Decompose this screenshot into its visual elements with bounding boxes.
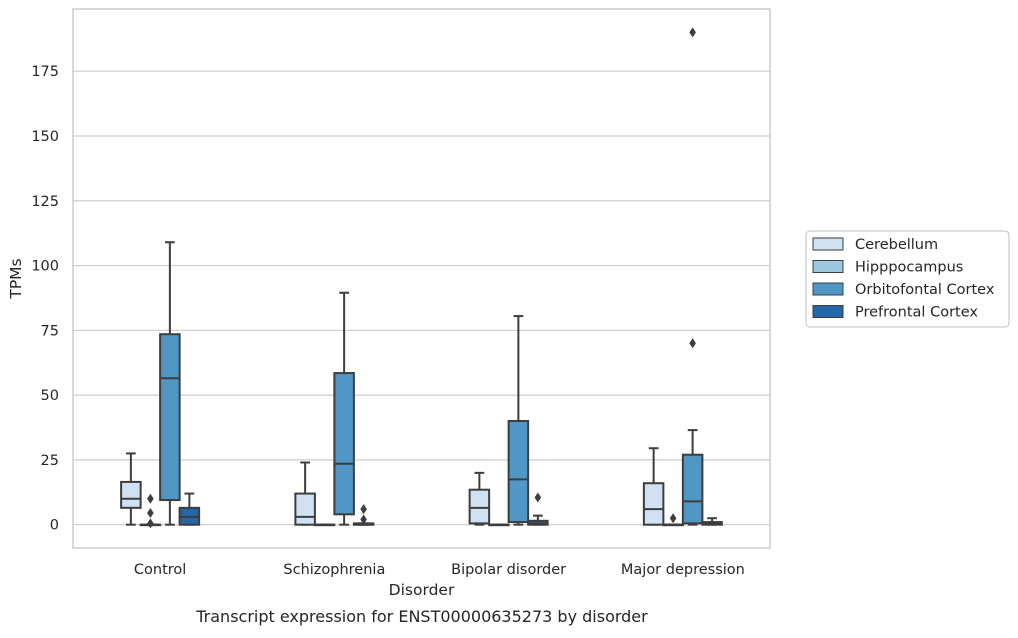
box-iqr (120, 480, 142, 509)
box-orbitofontal-cortex (333, 291, 355, 526)
legend-swatch (812, 305, 844, 318)
x-tick-label: Major depression (621, 562, 745, 578)
legend-label: Hipppocampus (855, 260, 963, 276)
box-cerebellum (120, 452, 142, 526)
legend-swatch (812, 237, 844, 251)
box-iqr (159, 333, 181, 502)
box-orbitofontal-cortex (681, 27, 704, 526)
box-hipppocampus (313, 523, 336, 527)
box-cerebellum (468, 471, 491, 526)
outlier-point (147, 518, 154, 529)
y-tick-label: 100 (31, 259, 59, 275)
box-iqr (507, 420, 530, 524)
outlier-point (147, 493, 154, 504)
box-orbitofontal-cortex (507, 315, 530, 526)
legend: Cerebellum Hipppocampus Orbitofontal Corte… (805, 230, 1010, 328)
x-tick-label: Control (134, 562, 186, 578)
plot-boxes (120, 27, 723, 529)
y-tick-label: 25 (41, 453, 59, 469)
y-tick-label: 50 (41, 388, 59, 404)
box-prefrontal-cortex (527, 492, 549, 526)
outlier-point (147, 508, 154, 519)
box-hipppocampus (488, 523, 510, 527)
outlier-point (534, 492, 542, 503)
legend-label: Prefrontal Cortex (855, 305, 978, 321)
box-prefrontal-cortex (178, 492, 201, 526)
box-cerebellum (642, 447, 665, 526)
outlier-point (360, 514, 367, 525)
box-hipppocampus (139, 493, 162, 529)
y-tick-labels: 0 25 50 75 100 125 150 175 (31, 64, 59, 533)
box-iqr (333, 372, 355, 516)
grid-lines (73, 70, 770, 526)
box-hipppocampus (662, 513, 684, 527)
legend-swatch (812, 282, 844, 296)
box-orbitofontal-cortex (159, 241, 181, 526)
box-prefrontal-cortex (352, 504, 375, 526)
box-iqr (642, 482, 665, 526)
y-axis-label: TPMs (7, 258, 25, 299)
y-tick-label: 0 (50, 518, 59, 534)
y-tick-label: 175 (31, 64, 59, 80)
y-tick-label: 125 (31, 194, 59, 210)
outlier-point (669, 513, 677, 524)
plot-frame (72, 8, 771, 549)
box-cerebellum (294, 461, 316, 526)
legend-label: Orbitofontal Cortex (855, 282, 995, 298)
x-tick-labels: Control Schizophrenia Bipolar disorder Majo… (134, 562, 745, 578)
chart-caption: Transcript expression for ENST0000063527… (195, 607, 648, 626)
legend-swatch (812, 260, 844, 273)
outlier-point (689, 27, 696, 38)
outlier-point (360, 504, 367, 515)
box-iqr (468, 488, 491, 525)
y-tick-label: 150 (31, 129, 59, 145)
y-tick-label: 75 (41, 323, 59, 339)
legend-frame (805, 230, 1010, 328)
box-iqr (294, 492, 316, 526)
box-iqr (681, 453, 704, 525)
outlier-point (689, 338, 696, 349)
x-axis-label: Disorder (389, 581, 455, 599)
x-tick-label: Schizophrenia (283, 562, 385, 578)
x-tick-label: Bipolar disorder (451, 562, 566, 578)
box-prefrontal-cortex (701, 517, 723, 526)
legend-label: Cerebellum (855, 237, 938, 253)
